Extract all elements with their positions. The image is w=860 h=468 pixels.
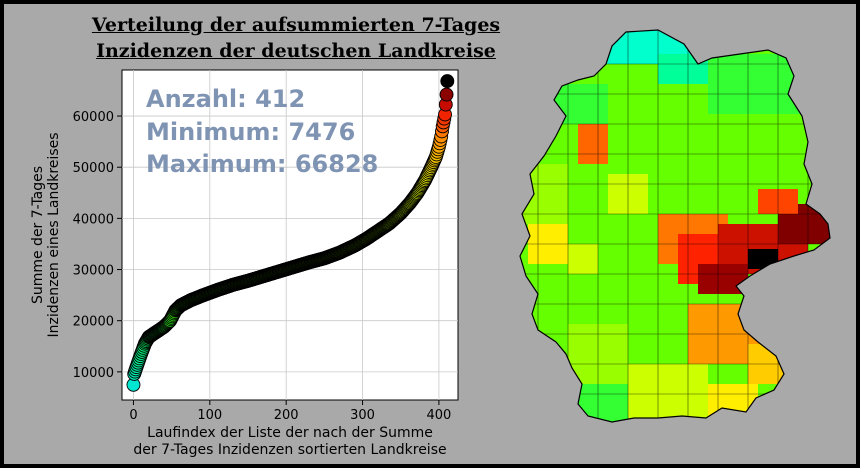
x-axis-label-line-1: Laufindex der Liste der nach der Summe	[147, 425, 433, 441]
y-tick-label: 60000	[73, 110, 114, 125]
data-point	[439, 87, 454, 102]
stats-annotation: Anzahl: 412 Minimum: 7476 Maximum: 66828	[146, 85, 378, 178]
figure-title: Verteilung der aufsummierten 7-Tages Inz…	[86, 12, 506, 64]
x-axis-label-line-2: der 7-Tages Inzidenzen sortierten Landkr…	[133, 442, 446, 458]
x-tick-label: 300	[350, 408, 375, 423]
y-tick-label: 30000	[73, 264, 114, 279]
y-tick-label: 50000	[73, 161, 114, 176]
axis-ticks: 0 100 200 300 400 10000 20000 30000 40000 50000 60…	[73, 110, 452, 423]
plot-area	[121, 69, 459, 401]
stat-max: Maximum: 66828	[146, 150, 378, 178]
title-line-1: Verteilung der aufsummierten 7-Tages	[91, 14, 501, 36]
x-tick-label: 100	[197, 408, 222, 423]
stat-count: Anzahl: 412	[146, 85, 305, 113]
stat-min: Minimum: 7476	[146, 118, 355, 146]
y-tick-label: 10000	[73, 366, 114, 381]
y-tick-label: 40000	[73, 212, 114, 227]
germany-outline	[519, 29, 831, 423]
x-tick-label: 0	[129, 408, 137, 423]
y-axis-label-line-1: Summe der 7-Tages	[30, 166, 46, 304]
y-tick-label: 20000	[73, 315, 114, 330]
data-points	[126, 74, 455, 392]
map-regions	[520, 30, 830, 422]
germany-choropleth-map	[519, 29, 831, 423]
title-line-2: Inzidenzen der deutschen Landkreise	[96, 40, 496, 62]
y-axis-label-line-2: Inzidenzen eines Landkreises	[46, 132, 62, 337]
x-tick-label: 200	[274, 408, 299, 423]
data-point	[440, 74, 455, 89]
x-tick-label: 400	[426, 408, 451, 423]
